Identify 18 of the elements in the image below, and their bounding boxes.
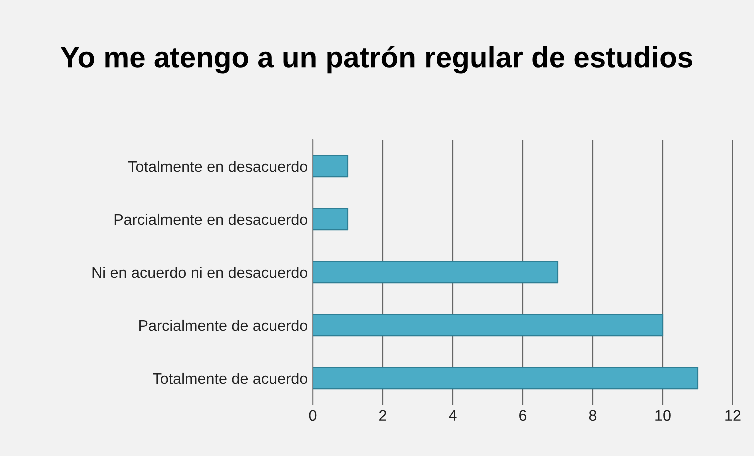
x-tick-label: 10 <box>656 410 671 422</box>
bar <box>313 261 559 284</box>
x-tick-label: 2 <box>380 410 386 421</box>
y-tick-label: Ni en acuerdo ni en desacuerdo <box>92 266 308 278</box>
y-tick-label: Parcialmente en desacuerdo <box>114 214 308 226</box>
x-tick-label: 8 <box>589 410 597 422</box>
bar <box>313 155 349 178</box>
x-tick-label: 6 <box>520 410 527 422</box>
bar <box>313 314 664 337</box>
y-tick-label: Totalmente en desacuerdo <box>128 160 308 172</box>
y-tick-label: Totalmente de acuerdo <box>153 372 308 384</box>
chart-title: Yo me atengo a un patrón regular de estudios <box>60 46 692 74</box>
x-tick-label: 0 <box>309 410 317 422</box>
bar <box>313 367 699 390</box>
y-tick-label: Parcialmente de acuerdo <box>140 320 308 332</box>
x-tick-label: 12 <box>726 410 741 421</box>
x-tick-label: 4 <box>449 410 457 421</box>
bar <box>313 208 349 231</box>
